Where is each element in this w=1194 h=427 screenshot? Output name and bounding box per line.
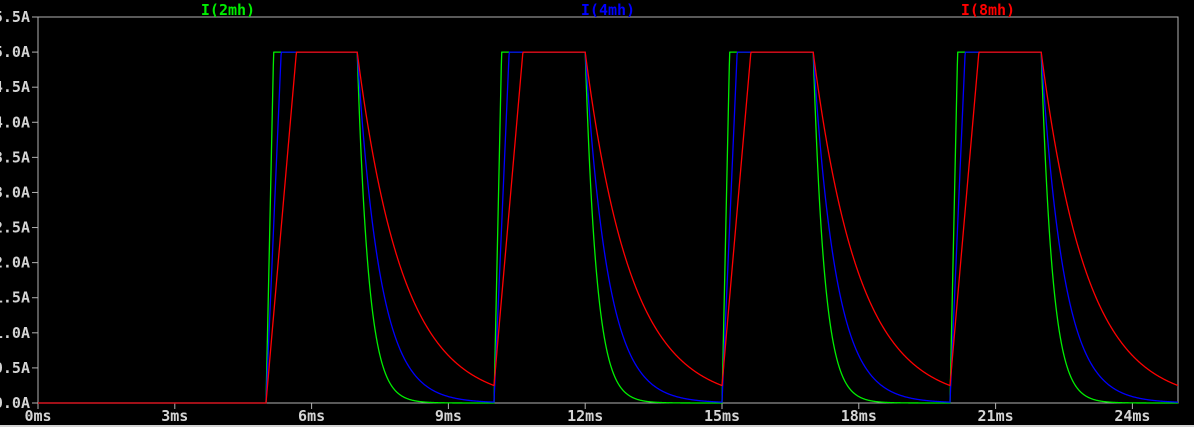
y-axis-label: 2.5A bbox=[0, 219, 30, 237]
x-axis-label: 15ms bbox=[704, 407, 740, 425]
y-axis-label: 0.0A bbox=[0, 394, 30, 412]
y-axis-label: 2.0A bbox=[0, 254, 30, 272]
y-axis-label: 0.5A bbox=[0, 359, 30, 377]
y-axis-label: 3.5A bbox=[0, 148, 30, 166]
legend-trace-4mh[interactable]: I(4mh) bbox=[580, 1, 636, 19]
x-axis-label: 3ms bbox=[161, 407, 188, 425]
y-axis-label: 5.5A bbox=[0, 8, 30, 26]
plot-border bbox=[37, 16, 1179, 404]
trace-I(2mh)[interactable] bbox=[37, 51, 1179, 404]
x-axis-label: 12ms bbox=[567, 407, 603, 425]
y-axis-label: 3.0A bbox=[0, 183, 30, 201]
y-axis-label: 4.5A bbox=[0, 78, 30, 96]
y-axis-label: 4.0A bbox=[0, 113, 30, 131]
x-axis-label: 6ms bbox=[298, 407, 325, 425]
x-axis-label: 9ms bbox=[435, 407, 462, 425]
x-axis-label: 0ms bbox=[24, 407, 51, 425]
trace-I(8mh)[interactable] bbox=[37, 51, 1179, 404]
x-axis-label: 18ms bbox=[841, 407, 877, 425]
trace-I(4mh)[interactable] bbox=[37, 51, 1179, 404]
y-axis-label: 5.0A bbox=[0, 43, 30, 61]
y-axis-label: 1.5A bbox=[0, 289, 30, 307]
window-bottom-edge bbox=[0, 425, 1194, 427]
y-axis-label: 1.0A bbox=[0, 324, 30, 342]
legend-trace-8mh[interactable]: I(8mh) bbox=[960, 1, 1016, 19]
legend-trace-2mh[interactable]: I(2mh) bbox=[200, 1, 256, 19]
x-axis-label: 24ms bbox=[1114, 407, 1150, 425]
x-axis-label: 21ms bbox=[978, 407, 1014, 425]
